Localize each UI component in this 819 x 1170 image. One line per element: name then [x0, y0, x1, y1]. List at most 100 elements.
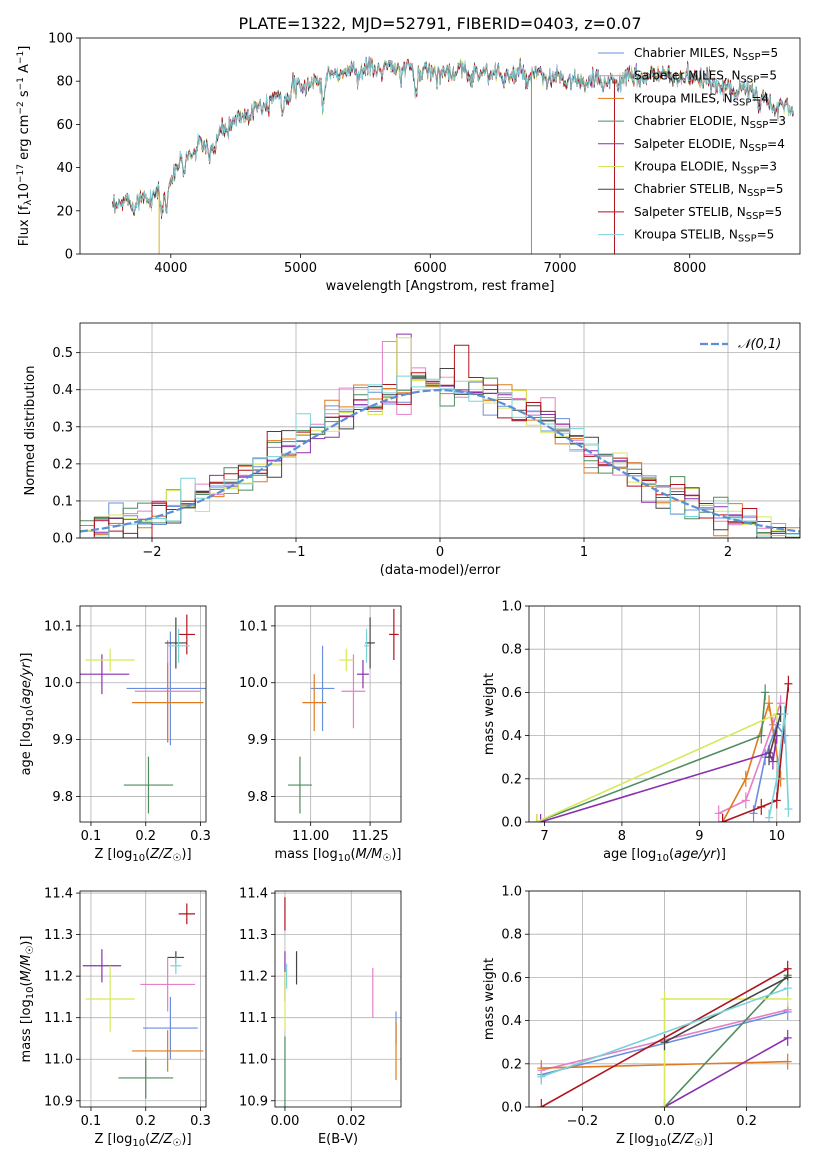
tick-label-x: 0.3 — [190, 829, 211, 844]
y-axis-label: age [log10(age/yr)] — [19, 653, 36, 776]
data-layer-age-vs-mass — [288, 608, 399, 814]
label-part: )] — [181, 847, 191, 862]
tick-label-y: 9.8 — [247, 790, 268, 805]
tick-label-x: 0.2 — [736, 1114, 757, 1129]
x-axis-label: wavelength [Angstrom, rest frame] — [326, 279, 555, 294]
label-part: −1 — [16, 51, 26, 64]
legend-nssp: =5 — [759, 69, 777, 83]
tick-label-y: 80 — [56, 75, 73, 90]
label-part: 10 — [25, 709, 36, 722]
legend-sub: SSP — [746, 210, 765, 221]
legend-nssp: =5 — [764, 205, 782, 219]
tick-label-y: 0.6 — [501, 971, 522, 986]
x-axis-label: mass [log10(M/M☉)] — [275, 847, 402, 864]
label-part: s — [17, 90, 32, 101]
label-part: M/M — [356, 847, 383, 862]
weight-line-6 — [768, 713, 782, 758]
axes-mass-vs-ebv: 0.00 0.02 10.9 11.0 11.1 11.2 11.3 11.4 E(B-V) — [239, 887, 402, 1147]
weight-line-7 — [722, 683, 790, 822]
label-part: A — [17, 64, 32, 77]
tick-label-y: 60 — [56, 118, 73, 133]
weight-line-5 — [663, 998, 788, 1107]
label-part: Flux [f — [17, 205, 32, 246]
tick-label-y: 1.0 — [501, 885, 522, 900]
legend-nssp: =3 — [759, 160, 777, 174]
tick-label-y: 11.4 — [239, 887, 268, 902]
label-part: −17 — [16, 164, 26, 183]
legend-label: Salpeter STELIB, NSSP=5 — [634, 205, 782, 222]
label-part: )] — [181, 1132, 191, 1147]
tick-label-y: 0.2 — [501, 772, 522, 787]
plot-area: 4000 5000 6000 7000 8000020406080100waveleng… — [16, 32, 801, 1149]
label-part: (data-model)/error — [380, 563, 501, 578]
label-part: ☉ — [172, 853, 181, 864]
tick-label-y: 100 — [48, 32, 73, 47]
axes-frame — [79, 37, 801, 255]
tick-label-x: 11.00 — [292, 829, 329, 844]
weight-line-0 — [752, 723, 786, 814]
tick-label-y: 0.0 — [52, 532, 73, 547]
axes-frame — [274, 605, 402, 823]
legend-label: Chabrier ELODIE, NSSP=3 — [634, 114, 786, 131]
tick-label-y: 11.0 — [44, 1053, 73, 1068]
tick-label-x: 7000 — [543, 261, 576, 276]
spectrum-line-kroupa-stelib — [112, 56, 794, 217]
legend-name: Chabrier MILES, N — [634, 46, 742, 60]
tick-label-y: 10.0 — [44, 676, 73, 691]
legend-name: Salpeter ELODIE, N — [634, 137, 748, 151]
axes-frame — [79, 322, 801, 539]
weight-line-8 — [768, 713, 790, 818]
weight-line-7 — [540, 968, 789, 1107]
label-part: E(B-V) — [318, 1132, 358, 1147]
label-part: 10 — [132, 1138, 145, 1149]
label-part: age [log — [603, 847, 656, 862]
y-axis-label: mass weight — [482, 673, 497, 755]
tick-label-x: 8 — [618, 829, 626, 844]
tick-label-x: 0.1 — [81, 1114, 102, 1129]
x-axis-label: Z [log10(Z/Z☉)] — [616, 1132, 713, 1149]
label-part: ( — [145, 1132, 150, 1147]
weight-line-5 — [536, 713, 778, 822]
tick-label-y: 9.9 — [247, 733, 268, 748]
axes-frame — [79, 605, 207, 823]
tick-label-x: 10 — [768, 829, 785, 844]
tick-label-y: 1.0 — [501, 600, 522, 615]
tick-label-x: 0.1 — [81, 829, 102, 844]
tick-label-y: 20 — [56, 204, 73, 219]
tick-label-x: −1 — [286, 545, 305, 560]
data-layer-mass-vs-Z — [82, 903, 204, 1099]
label-part: age [log — [19, 722, 34, 775]
label-part: 10 — [656, 853, 669, 864]
weight-line-4 — [664, 1037, 789, 1107]
axes-frame — [528, 605, 801, 823]
tick-label-y: 11.2 — [44, 970, 73, 985]
x-axis-label: Z [log10(Z/Z☉)] — [94, 1132, 191, 1149]
tick-label-y: 11.0 — [239, 1053, 268, 1068]
label-part: ( — [19, 981, 34, 986]
label-part: ( — [19, 704, 34, 709]
label-part: −2 — [16, 101, 26, 114]
label-part: Z/Z — [149, 847, 173, 862]
weight-line-3 — [536, 692, 766, 822]
tick-label-x: 2 — [724, 545, 732, 560]
axes-residuals: −2 −1 0 1 2 0.0 0.1 0.2 0.3 0.4 0.5 (data-model)/er… — [23, 322, 801, 578]
x-axis-label: Z [log10(Z/Z☉)] — [94, 847, 191, 864]
tick-label-y: 11.1 — [239, 1011, 268, 1026]
tick-label-y: 0.1 — [52, 494, 73, 509]
label-part: M/M — [19, 955, 34, 982]
tick-label-y: 11.3 — [239, 928, 268, 943]
data-layer-age-vs-Z — [80, 614, 206, 814]
normal-reference-curve — [80, 388, 800, 533]
legend-sub: SSP — [738, 233, 757, 244]
data-layer-massweight-vs-age — [532, 675, 793, 822]
y-axis-label: Normed distribution — [23, 366, 38, 496]
label-part: )] — [391, 847, 401, 862]
tick-label-y: 0.0 — [501, 1101, 522, 1116]
axes-massweight-vs-Z: −0.2 0.0 0.2 0.0 0.2 0.4 0.6 0.8 1.0 Z [log10(Z/Z… — [482, 885, 801, 1149]
legend-name: Salpeter STELIB, N — [634, 205, 746, 219]
legend-label: Salpeter ELODIE, NSSP=4 — [634, 137, 785, 154]
tick-label-x: 6000 — [414, 261, 447, 276]
legend-sub: SSP — [742, 52, 761, 63]
